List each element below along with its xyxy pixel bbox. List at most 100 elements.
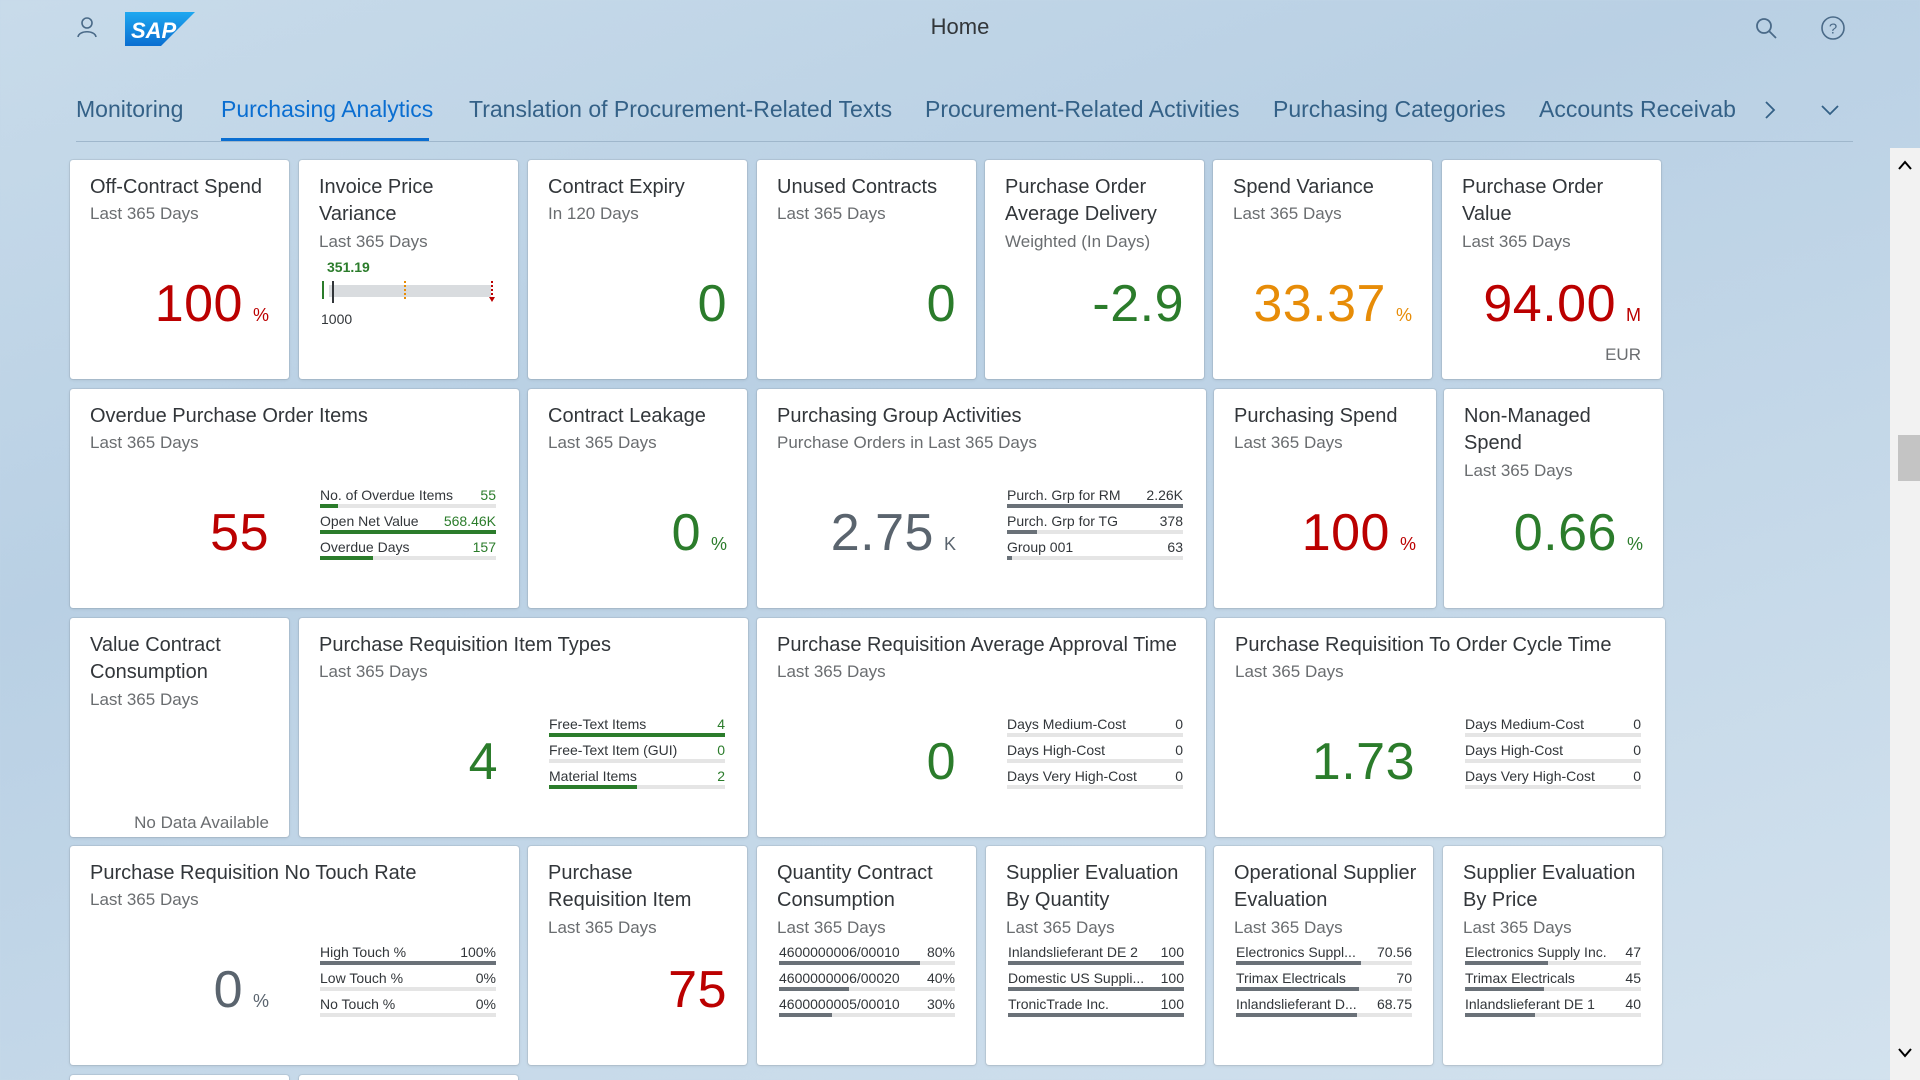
- tile-pr-avg-approval-time[interactable]: Purchase Requisition Average Approval Ti…: [757, 618, 1206, 837]
- tile-purchasing-group-activities[interactable]: Purchasing Group Activities Purchase Ord…: [757, 389, 1206, 608]
- comparison-row-track: [320, 556, 496, 560]
- tile-spend-variance[interactable]: Spend Variance Last 365 Days 33.37%: [1213, 160, 1432, 379]
- comparison-row-label: High Touch %: [320, 944, 407, 960]
- tab-monitoring[interactable]: Monitoring: [76, 96, 184, 122]
- comparison-row-value: 70.56: [1376, 944, 1412, 960]
- comparison-row-bar: [1007, 556, 1013, 560]
- comparison-row-track: [549, 759, 725, 763]
- comparison-row-value: 68.75: [1376, 996, 1412, 1012]
- comparison-row-track: [1007, 785, 1183, 789]
- scroll-up-arrow-icon[interactable]: [1897, 158, 1913, 172]
- comparison-row-track: [320, 987, 496, 991]
- comparison-row-bar: [320, 504, 338, 508]
- sap-logo[interactable]: SAP: [125, 12, 195, 46]
- kpi-value: 100%: [154, 275, 269, 333]
- person-icon[interactable]: [76, 16, 98, 38]
- tile-title: Purchasing Spend: [1234, 405, 1398, 427]
- tile-po-average-delivery[interactable]: Purchase Order Average Delivery Weighted…: [985, 160, 1204, 379]
- tile-po-value[interactable]: Purchase Order Value Last 365 Days 94.00…: [1442, 160, 1661, 379]
- tile-overdue-po-items[interactable]: Overdue Purchase Order Items Last 365 Da…: [70, 389, 519, 608]
- active-tab-indicator: [221, 138, 429, 141]
- comparison-row-track: [779, 987, 955, 991]
- tab-accounts-receivable[interactable]: Accounts Receivab: [1539, 96, 1736, 122]
- comparison-row: Days High-Cost 0: [1465, 740, 1641, 766]
- comparison-row-track: [320, 961, 496, 965]
- comparison-row-value: 2.26K: [1146, 487, 1183, 503]
- tile-title: Spend Variance: [1233, 176, 1374, 198]
- tile-subtitle: Last 365 Days: [1006, 918, 1115, 937]
- comparison-row-bar: [1008, 1013, 1184, 1017]
- tile-subtitle: Last 365 Days: [777, 204, 886, 223]
- tab-translation-procurement-texts[interactable]: Translation of Procurement-Related Texts: [469, 96, 893, 122]
- comparison-row-label: Domestic US Suppli...: [1008, 970, 1145, 986]
- comparison-row-track: [549, 785, 725, 789]
- comparison-row-label: 4600000006/00020: [779, 970, 900, 986]
- tile-contract-expiry[interactable]: Contract Expiry In 120 Days 0: [528, 160, 747, 379]
- comparison-row-label: Days Medium-Cost: [1465, 716, 1585, 732]
- chevron-right-icon[interactable]: [1760, 98, 1780, 122]
- comparison-list: High Touch % 100% Low Touch % 0% No Touch % 0…: [320, 942, 496, 1020]
- comparison-row-track: [1465, 785, 1641, 789]
- tile-partially-visible[interactable]: [70, 1075, 289, 1080]
- comparison-row: TronicTrade Inc. 100: [1008, 994, 1184, 1020]
- comparison-row-bar: [1007, 530, 1037, 534]
- tile-pr-item-types[interactable]: Purchase Requisition Item Types Last 365…: [299, 618, 748, 837]
- tab-bar-divider: [76, 141, 1853, 142]
- comparison-row-bar: [1236, 987, 1360, 991]
- comparison-row-value: 0: [1633, 768, 1641, 784]
- scroll-down-arrow-icon[interactable]: [1897, 1046, 1913, 1060]
- comparison-list: Free-Text Items 4 Free-Text Item (GUI) 0 Mat…: [549, 714, 725, 792]
- comparison-row: Days Very High-Cost 0: [1007, 766, 1183, 792]
- tile-supplier-eval-by-quantity[interactable]: Supplier Evaluation By Quantity Last 365…: [986, 846, 1205, 1065]
- tile-qty-contract-consumption[interactable]: Quantity Contract Consumption Last 365 D…: [757, 846, 976, 1065]
- tile-non-managed-spend[interactable]: Non-Managed Spend Last 365 Days 0.66%: [1444, 389, 1663, 608]
- comparison-row-label: Overdue Days: [320, 539, 410, 555]
- kpi-value: 4: [468, 733, 498, 791]
- tile-contract-leakage[interactable]: Contract Leakage Last 365 Days 0%: [528, 389, 747, 608]
- tile-off-contract-spend[interactable]: Off-Contract Spend Last 365 Days 100%: [70, 160, 289, 379]
- comparison-row-track: [779, 1013, 955, 1017]
- comparison-row-value: 40%: [926, 970, 955, 986]
- tile-purchasing-spend[interactable]: Purchasing Spend Last 365 Days 100%: [1214, 389, 1436, 608]
- tile-pr-to-order-cycle-time[interactable]: Purchase Requisition To Order Cycle Time…: [1215, 618, 1665, 837]
- comparison-row: Days Medium-Cost 0: [1465, 714, 1641, 740]
- comparison-row-value: 157: [472, 539, 496, 555]
- no-data-message: No Data Available: [134, 813, 269, 832]
- tab-purchasing-analytics[interactable]: Purchasing Analytics: [221, 96, 434, 122]
- search-icon[interactable]: [1754, 16, 1778, 40]
- comparison-row-track: [1465, 961, 1641, 965]
- comparison-row-label: Free-Text Item (GUI): [549, 742, 678, 758]
- tile-subtitle: Last 365 Days: [90, 690, 199, 709]
- tab-procurement-related-activities[interactable]: Procurement-Related Activities: [925, 96, 1240, 122]
- tab-purchasing-categories[interactable]: Purchasing Categories: [1273, 96, 1506, 122]
- currency-label: EUR: [1605, 345, 1641, 364]
- scrollbar-thumb[interactable]: [1898, 435, 1920, 481]
- tile-partially-visible[interactable]: [299, 1075, 518, 1080]
- comparison-row-value: 378: [1159, 513, 1183, 529]
- page-title: Home: [930, 14, 990, 39]
- kpi-value: 0: [697, 275, 727, 333]
- comparison-row: No. of Overdue Items 55: [320, 485, 496, 511]
- comparison-row-label: 4600000006/00010: [779, 944, 900, 960]
- tile-title: Purchase Requisition No Touch Rate: [90, 862, 417, 884]
- tile-unused-contracts[interactable]: Unused Contracts Last 365 Days 0: [757, 160, 976, 379]
- vertical-scrollbar[interactable]: [1890, 148, 1920, 1080]
- tile-supplier-eval-by-price[interactable]: Supplier Evaluation By Price Last 365 Da…: [1443, 846, 1662, 1065]
- comparison-list: 4600000006/00010 80% 4600000006/00020 40% 46…: [779, 942, 955, 1020]
- chevron-down-icon[interactable]: [1818, 98, 1842, 122]
- comparison-row-label: Electronics Supply Inc.: [1465, 944, 1607, 960]
- tile-subtitle: Last 365 Days: [777, 918, 886, 937]
- tile-value-contract-consumption[interactable]: Value Contract Consumption Last 365 Days…: [70, 618, 289, 837]
- tile-invoice-price-variance[interactable]: Invoice Price Variance Last 365 Days 351…: [299, 160, 518, 379]
- comparison-row-bar: [1236, 961, 1361, 965]
- comparison-row-track: [1008, 1013, 1184, 1017]
- comparison-row: Days High-Cost 0: [1007, 740, 1183, 766]
- tile-pr-no-touch-rate[interactable]: Purchase Requisition No Touch Rate Last …: [70, 846, 519, 1065]
- comparison-row-label: TronicTrade Inc.: [1008, 996, 1109, 1012]
- help-icon[interactable]: ?: [1820, 15, 1846, 41]
- comparison-row-value: 70: [1396, 970, 1412, 986]
- tile-operational-supplier-eval[interactable]: Operational Supplier Evaluation Last 365…: [1214, 846, 1433, 1065]
- tile-pr-item[interactable]: Purchase Requisition Item Last 365 Days …: [528, 846, 747, 1065]
- comparison-row-bar: [1465, 961, 1548, 965]
- comparison-row-label: Days High-Cost: [1465, 742, 1564, 758]
